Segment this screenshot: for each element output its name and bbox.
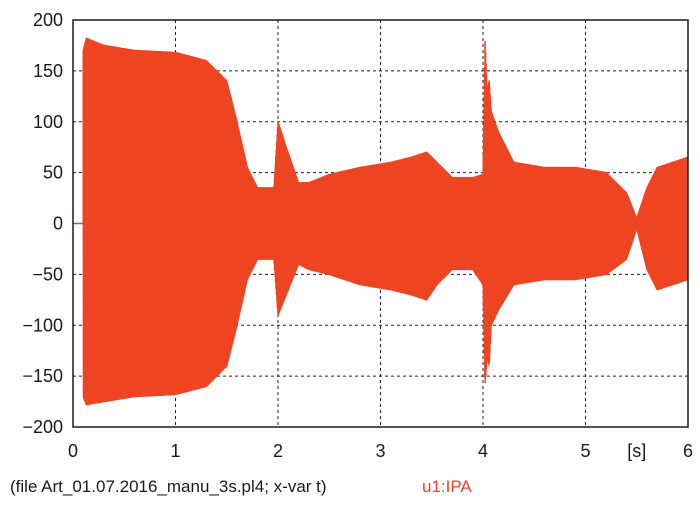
x-tick-label: 2 [273, 441, 283, 461]
y-tick-label: 0 [53, 214, 63, 234]
x-tick-label: 1 [170, 441, 180, 461]
x-tick-label: 0 [68, 441, 78, 461]
x-tick-label: 5 [580, 441, 590, 461]
y-tick-label: −100 [22, 315, 63, 335]
series-legend-label: u1:IPA [422, 477, 472, 496]
y-tick-label: −200 [22, 417, 63, 437]
y-tick-label: −150 [22, 366, 63, 386]
x-axis-unit-label: [s] [627, 441, 646, 461]
y-tick-label: −50 [32, 264, 63, 284]
x-tick-label: 4 [478, 441, 488, 461]
series-line-u1-ipa [73, 37, 688, 406]
x-tick-label: 3 [375, 441, 385, 461]
series-layer [73, 37, 688, 406]
y-tick-label: 100 [33, 112, 63, 132]
plot-frame [72, 19, 689, 428]
x-tick-label: 6 [683, 441, 693, 461]
y-axis-ticks: 200 150 100 50 0 −50 −100 −150 −200 [22, 10, 63, 437]
y-tick-label: 150 [33, 61, 63, 81]
y-tick-label: 50 [43, 163, 63, 183]
x-axis-ticks: 0 1 2 3 4 5 6 [s] [68, 441, 693, 461]
y-tick-label: 200 [33, 10, 63, 30]
file-caption: (file Art_01.07.2016_manu_3s.pl4; x-var … [10, 477, 327, 496]
